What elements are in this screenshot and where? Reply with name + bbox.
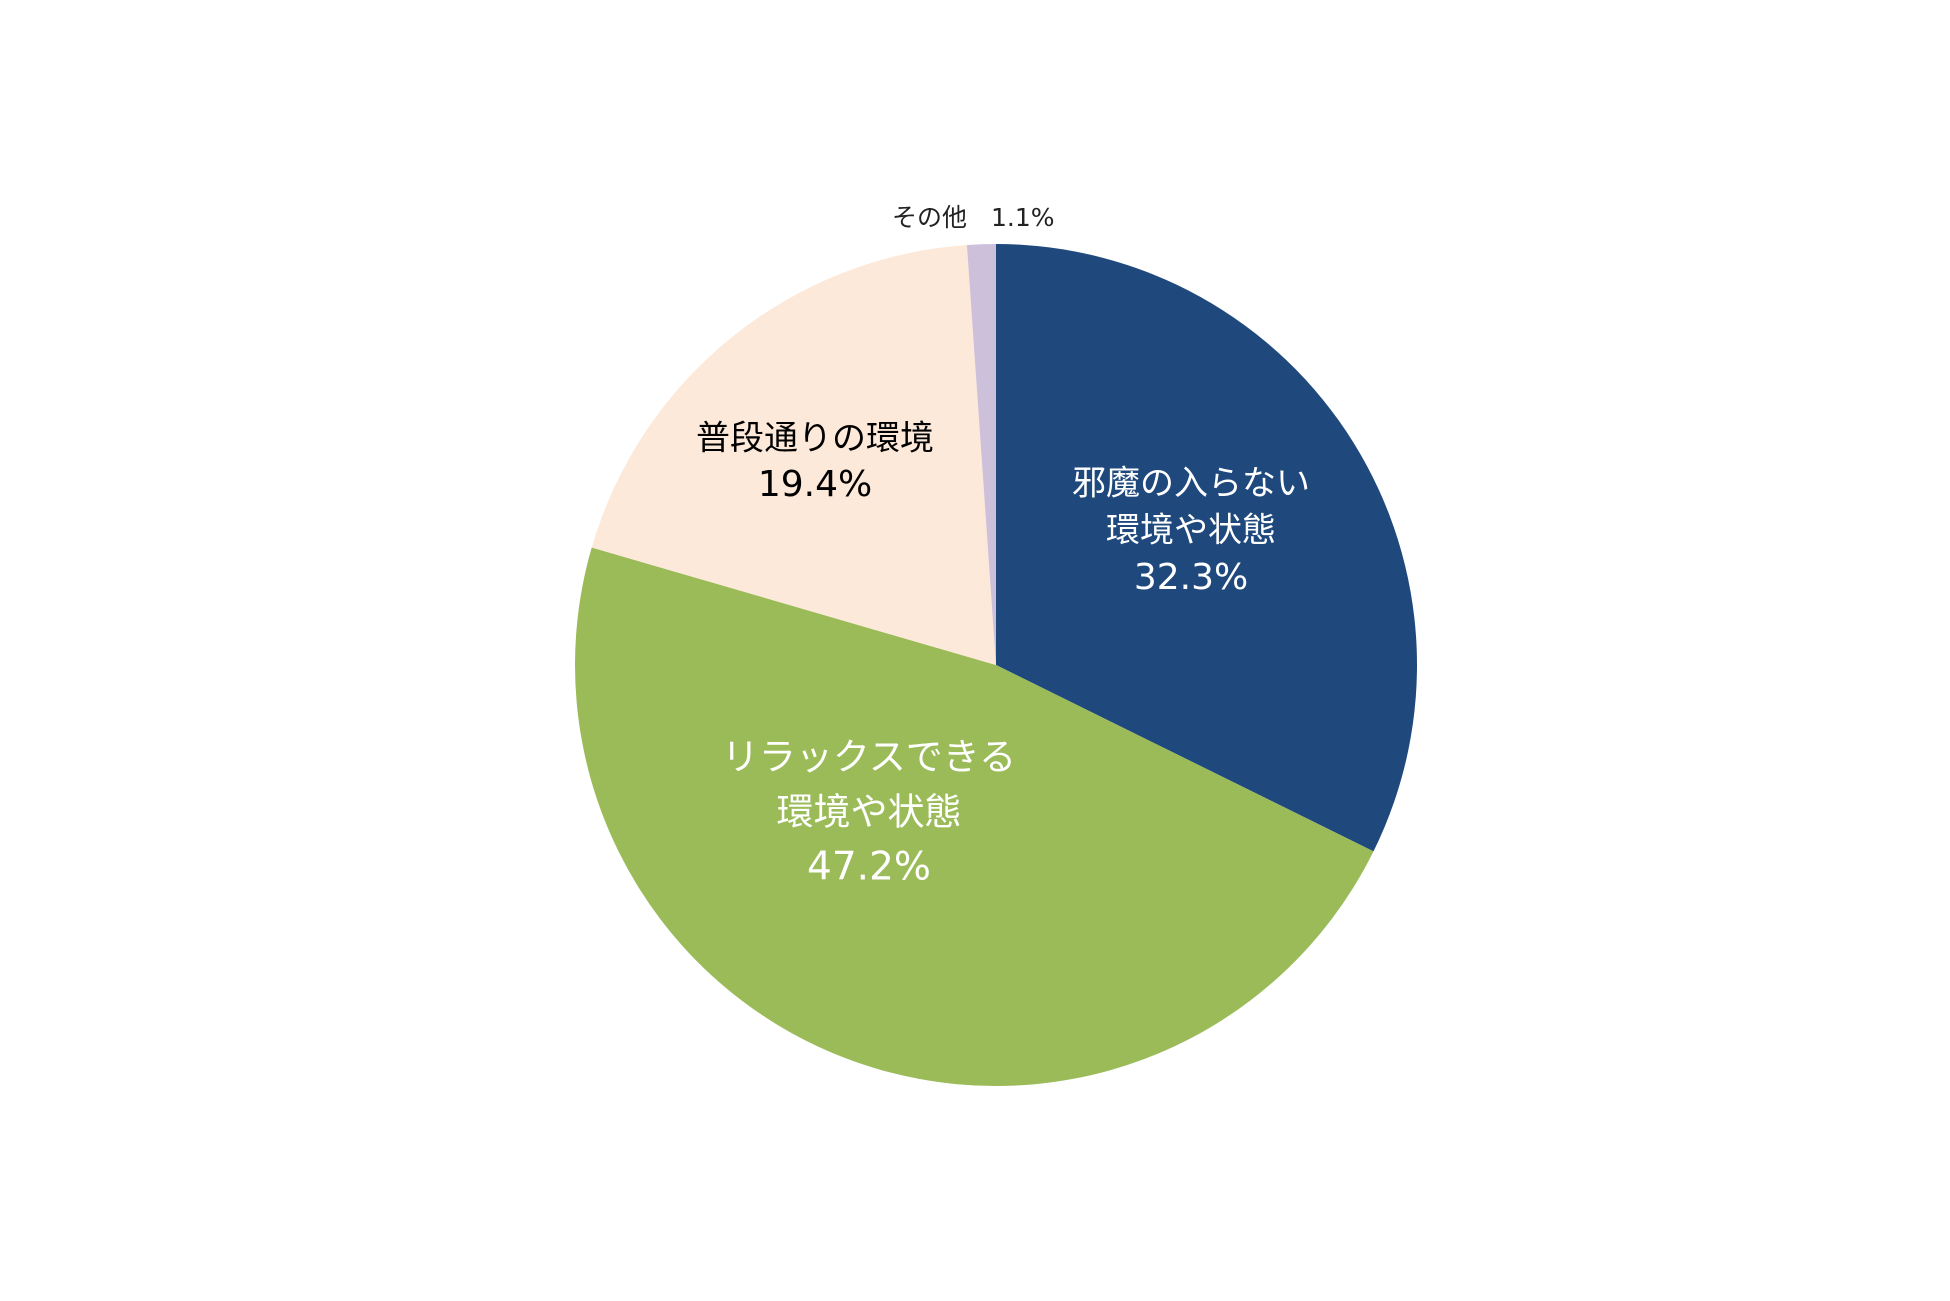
slice-label: その他	[892, 203, 967, 232]
pie-slice	[966, 244, 996, 665]
slice-label: 環境や状態	[1106, 511, 1276, 551]
pie-slice	[591, 245, 996, 666]
pie-slice	[996, 244, 1417, 852]
slice-value-label: 1.1%	[991, 203, 1055, 232]
pie-slice	[575, 547, 1374, 1087]
slice-value-label: 47.2%	[807, 845, 931, 890]
slice-value-label: 32.3%	[1134, 557, 1248, 598]
slice-label: 邪魔の入らない	[1072, 464, 1310, 504]
slice-value-label: 19.4%	[758, 464, 872, 505]
slice-label: 普段通りの環境	[696, 419, 934, 459]
slice-label: 環境や状態	[777, 791, 962, 834]
slice-label: リラックスできる	[722, 736, 1016, 779]
